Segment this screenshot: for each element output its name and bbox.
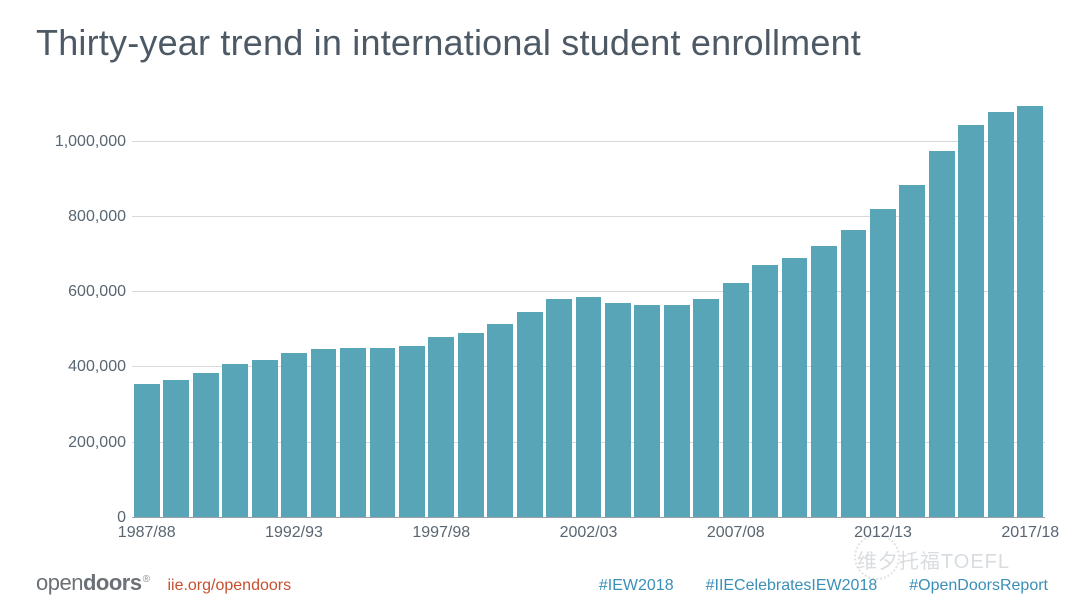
y-tick-label: 400,000 xyxy=(40,358,126,376)
bar xyxy=(399,346,425,518)
bar xyxy=(988,112,1014,518)
bar xyxy=(1017,106,1043,518)
bar xyxy=(870,209,896,518)
bar xyxy=(958,125,984,518)
bar xyxy=(546,299,572,518)
hashtag-2: #IIECelebratesIEW2018 xyxy=(706,577,878,595)
bar xyxy=(428,337,454,518)
bar xyxy=(605,303,631,518)
brand-logo: opendoors® xyxy=(36,570,149,596)
bar xyxy=(252,360,278,518)
hashtag-3: #OpenDoorsReport xyxy=(909,577,1048,595)
bar xyxy=(517,312,543,518)
bar xyxy=(664,305,690,518)
x-tick-label: 2002/03 xyxy=(560,524,618,542)
x-tick-label: 1992/93 xyxy=(265,524,323,542)
bar-chart: 1987/88 1992/93 1997/98 2002/03 2007/08 2012/… xyxy=(40,104,1045,546)
bar xyxy=(134,384,160,518)
brand-open: open xyxy=(36,570,83,595)
bar xyxy=(487,324,513,518)
brand-doors: doors xyxy=(83,570,142,595)
x-axis-line xyxy=(132,517,1045,518)
bar xyxy=(899,185,925,518)
hashtag-1: #IEW2018 xyxy=(599,577,674,595)
bar xyxy=(222,364,248,518)
bars-container xyxy=(132,104,1045,518)
bar xyxy=(458,333,484,518)
plot-area xyxy=(132,104,1045,518)
x-tick-label: 1997/98 xyxy=(412,524,470,542)
y-tick-label: 800,000 xyxy=(40,208,126,226)
bar xyxy=(163,380,189,518)
bar xyxy=(311,349,337,518)
bar xyxy=(929,151,955,518)
bar xyxy=(340,348,366,518)
y-tick-label: 600,000 xyxy=(40,283,126,301)
bar xyxy=(782,258,808,518)
x-tick-label: 2007/08 xyxy=(707,524,765,542)
bar xyxy=(811,246,837,518)
bar xyxy=(576,297,602,518)
y-tick-label: 0 xyxy=(40,509,126,527)
x-tick-label: 1987/88 xyxy=(118,524,176,542)
chart-title: Thirty-year trend in international stude… xyxy=(36,22,861,64)
bar xyxy=(634,305,660,518)
bar xyxy=(281,353,307,518)
x-tick-label: 2017/18 xyxy=(1001,524,1059,542)
x-tick-label: 2012/13 xyxy=(854,524,912,542)
brand-url: iie.org/opendoors xyxy=(167,577,291,595)
x-axis-labels: 1987/881992/931997/982002/032007/082012/… xyxy=(132,522,1045,546)
brand-registered: ® xyxy=(143,574,150,585)
bar xyxy=(752,265,778,518)
bar xyxy=(841,230,867,518)
bar xyxy=(723,283,749,518)
bar xyxy=(193,373,219,518)
y-tick-label: 1,000,000 xyxy=(40,133,126,151)
footer: opendoors® iie.org/opendoors #IEW2018 #I… xyxy=(36,570,1048,596)
bar xyxy=(693,299,719,518)
y-tick-label: 200,000 xyxy=(40,434,126,452)
bar xyxy=(370,348,396,518)
